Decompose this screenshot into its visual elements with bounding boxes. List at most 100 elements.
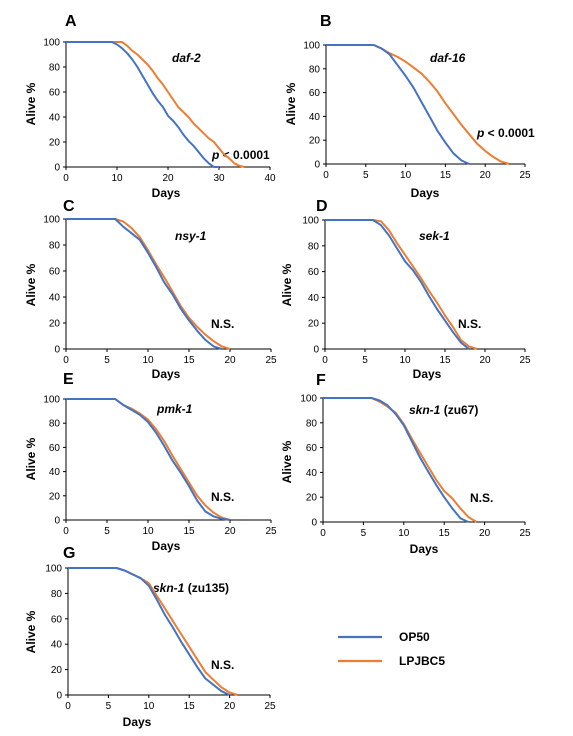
- y-tick-label: 40: [309, 112, 321, 123]
- significance-annotation: N.S.: [458, 317, 481, 331]
- x-tick-label: 40: [264, 173, 276, 184]
- x-tick-label: 15: [183, 355, 195, 366]
- gene-label: skn-1 (zu135): [153, 581, 229, 595]
- x-tick-label: 15: [184, 701, 196, 712]
- series-line-lpjbc5: [326, 44, 510, 165]
- y-tick-label: 20: [306, 493, 318, 504]
- y-axis-label: Alive %: [280, 440, 294, 483]
- y-tick-label: 100: [303, 41, 320, 52]
- y-tick-label: 60: [51, 614, 63, 625]
- y-tick-label: 20: [309, 136, 321, 147]
- y-tick-label: 80: [308, 241, 320, 252]
- panel-d: D Alive % Days sek-1 N.S. 0 20 40 60 80 100 0 5…: [280, 198, 531, 381]
- x-axis-label: Days: [152, 367, 181, 381]
- x-tick-label: 5: [106, 701, 112, 712]
- y-tick-label: 0: [311, 518, 317, 529]
- legend-label-op50: OP50: [399, 630, 430, 644]
- series-line-lpjbc5: [325, 219, 478, 350]
- y-tick-label: 60: [49, 267, 61, 278]
- x-tick-label: 15: [439, 528, 451, 539]
- y-tick-label: 0: [54, 516, 60, 527]
- y-tick-label: 0: [313, 345, 319, 356]
- x-tick-label: 5: [104, 526, 110, 537]
- x-tick-label: 5: [361, 528, 367, 539]
- series-line-op50: [66, 218, 223, 350]
- significance-annotation: N.S.: [470, 491, 493, 505]
- x-tick-label: 0: [320, 528, 326, 539]
- panel-letter: G: [63, 545, 75, 562]
- panel-c: C Alive % Days nsy-1 N.S. 0 20 40 60 80 100 0 5…: [24, 198, 277, 381]
- x-tick-label: 0: [323, 170, 329, 181]
- gene-label: sek-1: [419, 229, 450, 243]
- significance-annotation: N.S.: [211, 658, 234, 672]
- y-tick-label: 80: [49, 241, 61, 252]
- y-tick-label: 100: [43, 395, 60, 406]
- x-tick-label: 0: [63, 526, 69, 537]
- series-line-op50: [66, 398, 231, 521]
- x-tick-label: 5: [104, 355, 110, 366]
- panel-a: A Alive % Days daf-2 p < 0.0001 0 20 40 60 8…: [24, 13, 276, 200]
- x-tick-label: 30: [213, 173, 225, 184]
- x-tick-label: 20: [224, 701, 236, 712]
- significance-annotation: N.S.: [211, 490, 234, 504]
- y-tick-label: 40: [49, 113, 61, 124]
- series-line-op50: [323, 397, 469, 523]
- x-tick-label: 20: [479, 528, 491, 539]
- series-line-op50: [68, 567, 231, 696]
- x-tick-label: 20: [224, 526, 236, 537]
- y-tick-label: 100: [43, 38, 60, 49]
- panel-letter: E: [63, 371, 74, 388]
- x-tick-label: 10: [400, 170, 412, 181]
- x-tick-label: 25: [265, 355, 277, 366]
- x-axis-label: Days: [152, 186, 181, 200]
- panel-letter: D: [316, 198, 328, 215]
- gene-label: daf-16: [430, 51, 466, 65]
- x-tick-label: 10: [399, 355, 411, 366]
- y-tick-label: 40: [308, 293, 320, 304]
- gene-label: skn-1 (zu67): [409, 403, 478, 417]
- x-tick-label: 20: [162, 173, 174, 184]
- x-axis-label: Days: [413, 367, 442, 381]
- series-line-op50: [66, 41, 219, 168]
- x-tick-label: 10: [142, 526, 154, 537]
- x-axis-label: Days: [152, 539, 181, 553]
- significance-annotation: p < 0.0001: [211, 148, 270, 162]
- y-tick-label: 20: [49, 491, 61, 502]
- series-line-lpjbc5: [66, 41, 245, 168]
- x-axis-label: Days: [410, 542, 439, 556]
- x-tick-label: 10: [398, 528, 410, 539]
- y-tick-label: 40: [306, 468, 318, 479]
- y-tick-label: 20: [51, 665, 63, 676]
- x-tick-label: 25: [519, 528, 531, 539]
- x-tick-label: 15: [183, 526, 195, 537]
- panel-letter: B: [320, 13, 332, 30]
- y-tick-label: 80: [51, 589, 63, 600]
- panel-e: E Alive % Days pmk-1 N.S. 0 20 40 60 80 100 0 5…: [24, 371, 277, 553]
- gene-label: pmk-1: [156, 402, 193, 416]
- y-tick-label: 20: [49, 138, 61, 149]
- y-tick-label: 100: [302, 216, 319, 227]
- gene-label: daf-2: [172, 51, 201, 65]
- panel-b: B Alive % Days daf-16 p < 0.0001 0 20 40 60…: [284, 13, 535, 200]
- y-tick-label: 60: [309, 88, 321, 99]
- x-tick-label: 25: [519, 170, 531, 181]
- y-tick-label: 60: [49, 443, 61, 454]
- y-tick-label: 60: [306, 443, 318, 454]
- y-tick-label: 80: [49, 419, 61, 430]
- y-tick-label: 60: [49, 88, 61, 99]
- x-tick-label: 15: [439, 355, 451, 366]
- significance-annotation: p < 0.0001: [476, 126, 535, 140]
- y-tick-label: 0: [314, 160, 320, 171]
- y-tick-label: 100: [300, 394, 317, 405]
- y-axis-label: Alive %: [24, 82, 38, 125]
- panel-letter: A: [65, 13, 77, 30]
- x-tick-label: 15: [440, 170, 452, 181]
- y-tick-label: 60: [308, 267, 320, 278]
- x-axis-label: Days: [411, 186, 440, 200]
- gene-label: nsy-1: [175, 229, 207, 243]
- x-tick-label: 25: [519, 355, 531, 366]
- panel-f: F Alive % Days skn-1 (zu67) N.S. 0 20 40 60…: [280, 372, 531, 556]
- panel-letter: C: [63, 198, 75, 215]
- series-line-lpjbc5: [323, 397, 478, 523]
